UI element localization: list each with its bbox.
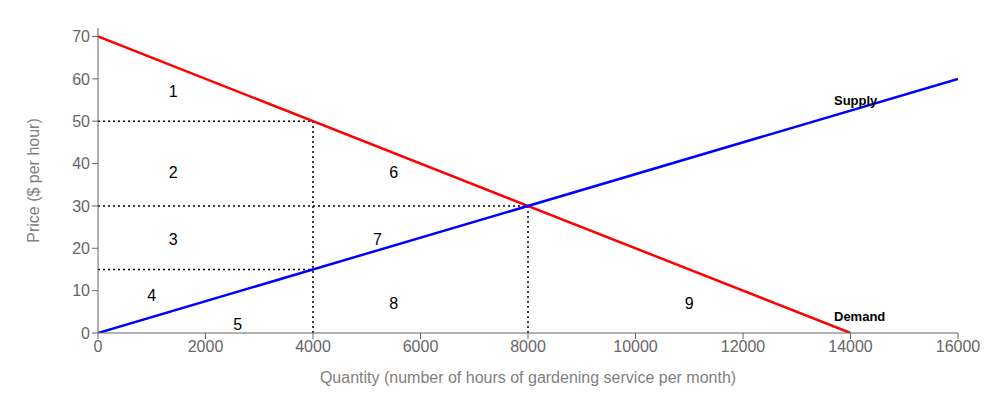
svg-text:40: 40 <box>72 155 90 172</box>
svg-text:14000: 14000 <box>828 338 873 355</box>
svg-text:16000: 16000 <box>936 338 981 355</box>
svg-text:5: 5 <box>233 316 242 333</box>
svg-text:70: 70 <box>72 28 90 45</box>
svg-text:4000: 4000 <box>295 338 331 355</box>
svg-text:2000: 2000 <box>188 338 224 355</box>
svg-text:8: 8 <box>389 295 398 312</box>
svg-text:10000: 10000 <box>613 338 658 355</box>
svg-text:7: 7 <box>373 231 382 248</box>
svg-text:10: 10 <box>72 282 90 299</box>
svg-text:8000: 8000 <box>510 338 546 355</box>
svg-text:Supply: Supply <box>834 93 878 108</box>
svg-text:20: 20 <box>72 240 90 257</box>
svg-text:4: 4 <box>147 287 156 304</box>
svg-text:Demand: Demand <box>834 309 885 324</box>
svg-text:1: 1 <box>169 83 178 100</box>
svg-text:12000: 12000 <box>721 338 766 355</box>
svg-text:2: 2 <box>169 164 178 181</box>
svg-text:3: 3 <box>169 231 178 248</box>
svg-text:50: 50 <box>72 113 90 130</box>
svg-text:30: 30 <box>72 198 90 215</box>
svg-text:6: 6 <box>389 164 398 181</box>
svg-text:6000: 6000 <box>403 338 439 355</box>
svg-text:0: 0 <box>81 325 90 342</box>
svg-text:Quantity (number of hours of g: Quantity (number of hours of gardening s… <box>320 369 736 386</box>
svg-text:60: 60 <box>72 71 90 88</box>
svg-text:Price ($ per hour): Price ($ per hour) <box>25 118 42 243</box>
svg-text:0: 0 <box>94 338 103 355</box>
svg-text:9: 9 <box>685 295 694 312</box>
